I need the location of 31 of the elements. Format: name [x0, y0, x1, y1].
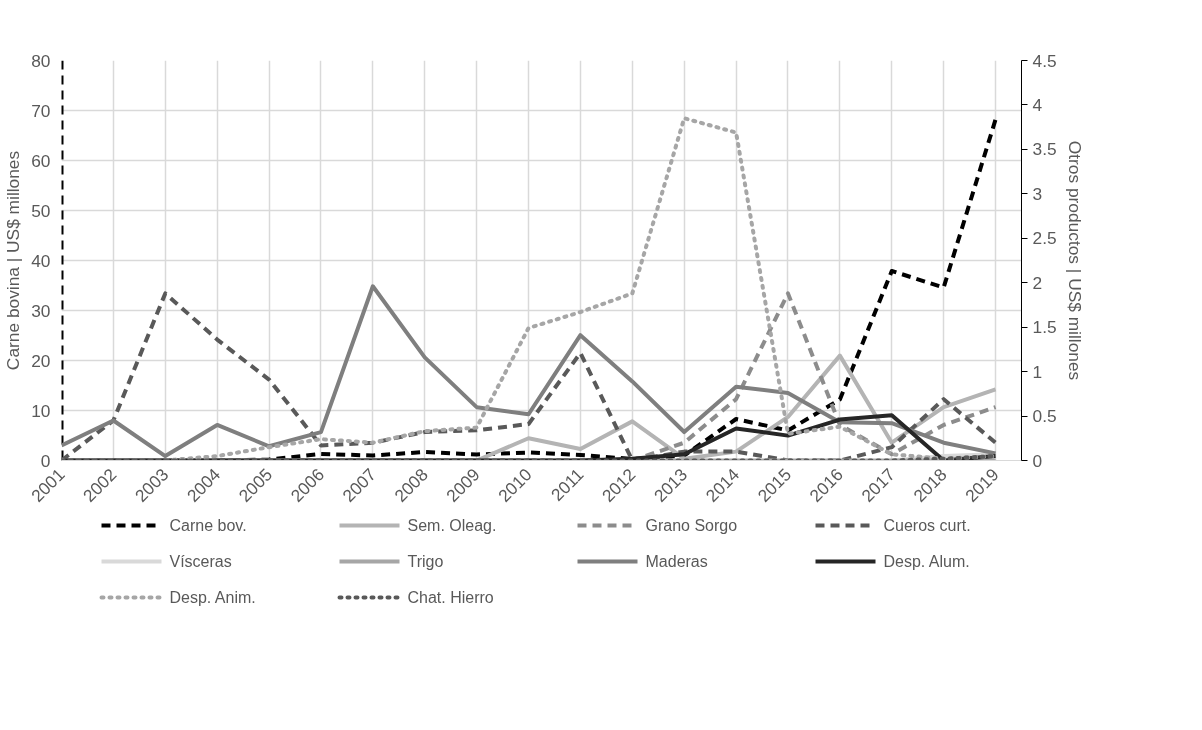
y-tick-label: 10 — [31, 400, 51, 421]
y-tick-label: 50 — [31, 200, 51, 221]
legend-label: Sem. Oleag. — [407, 517, 497, 534]
legend-label: Carne bov. — [169, 517, 247, 534]
y2-tick-label: 1.5 — [1032, 317, 1057, 338]
y2-tick-label: 3 — [1032, 183, 1043, 204]
legend-label: Cueros curt. — [883, 517, 971, 534]
y2-tick-label: 1 — [1032, 361, 1043, 382]
y2-tick-label: 2.5 — [1032, 228, 1057, 249]
y-tick-label: 80 — [31, 50, 51, 71]
y2-tick-label: 2 — [1032, 272, 1043, 293]
legend-label: Desp. Alum. — [883, 553, 970, 570]
y2-tick-label: 0 — [1032, 450, 1043, 471]
legend-label: Trigo — [407, 553, 444, 570]
y-tick-label: 40 — [31, 250, 51, 271]
y2-tick-label: 0.5 — [1032, 406, 1057, 427]
y-tick-label: 60 — [31, 150, 51, 171]
y-tick-label: 70 — [31, 100, 51, 121]
legend-label: Grano Sorgo — [645, 517, 738, 534]
y2-tick-label: 4.5 — [1032, 50, 1057, 71]
y-tick-label: 0 — [40, 450, 51, 471]
legend-label: Chat. Hierro — [407, 589, 494, 606]
y-tick-label: 30 — [31, 300, 51, 321]
y2-tick-label: 4 — [1032, 94, 1043, 115]
y-tick-label: 20 — [31, 350, 51, 371]
legend-label: Desp. Anim. — [169, 589, 256, 606]
y2-axis-title: Otros productos | US$ millones — [1064, 140, 1085, 381]
legend-label: Vísceras — [169, 553, 232, 570]
legend-label: Maderas — [645, 553, 708, 570]
y-axis-title: Carne bovina | US$ millones — [3, 150, 24, 371]
y2-tick-label: 3.5 — [1032, 139, 1057, 160]
